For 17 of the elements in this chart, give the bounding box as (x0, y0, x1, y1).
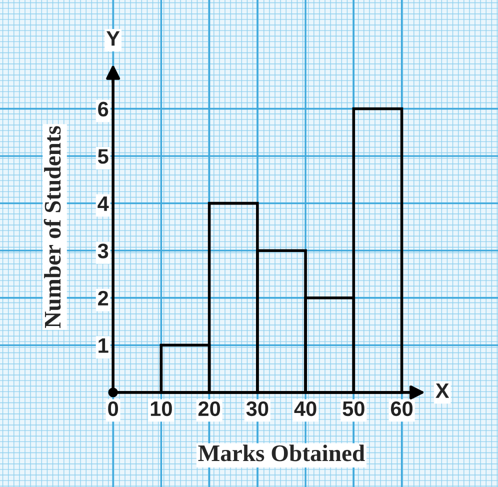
y-tick-label: 4 (98, 196, 109, 211)
y-axis-title: Number of Students (44, 126, 61, 328)
x-axis-title: Marks Obtained (198, 444, 365, 462)
x-tick-label: 40 (294, 401, 316, 416)
x-tick-label: 60 (390, 401, 412, 416)
y-tick-label: 3 (98, 244, 108, 258)
annotation: X (436, 383, 450, 398)
x-tick-label: 50 (342, 401, 364, 416)
y-tick-label: 1 (98, 338, 108, 353)
x-tick-label: 30 (246, 401, 268, 416)
y-tick-label: 2 (98, 290, 108, 306)
annotation: Y (106, 31, 120, 46)
x-tick-label: 20 (198, 401, 220, 416)
y-tick-label: 5 (98, 149, 108, 164)
x-tick-label: 10 (150, 401, 172, 416)
y-tick-label: 6 (98, 102, 108, 116)
x-tick-label: 0 (108, 401, 118, 416)
